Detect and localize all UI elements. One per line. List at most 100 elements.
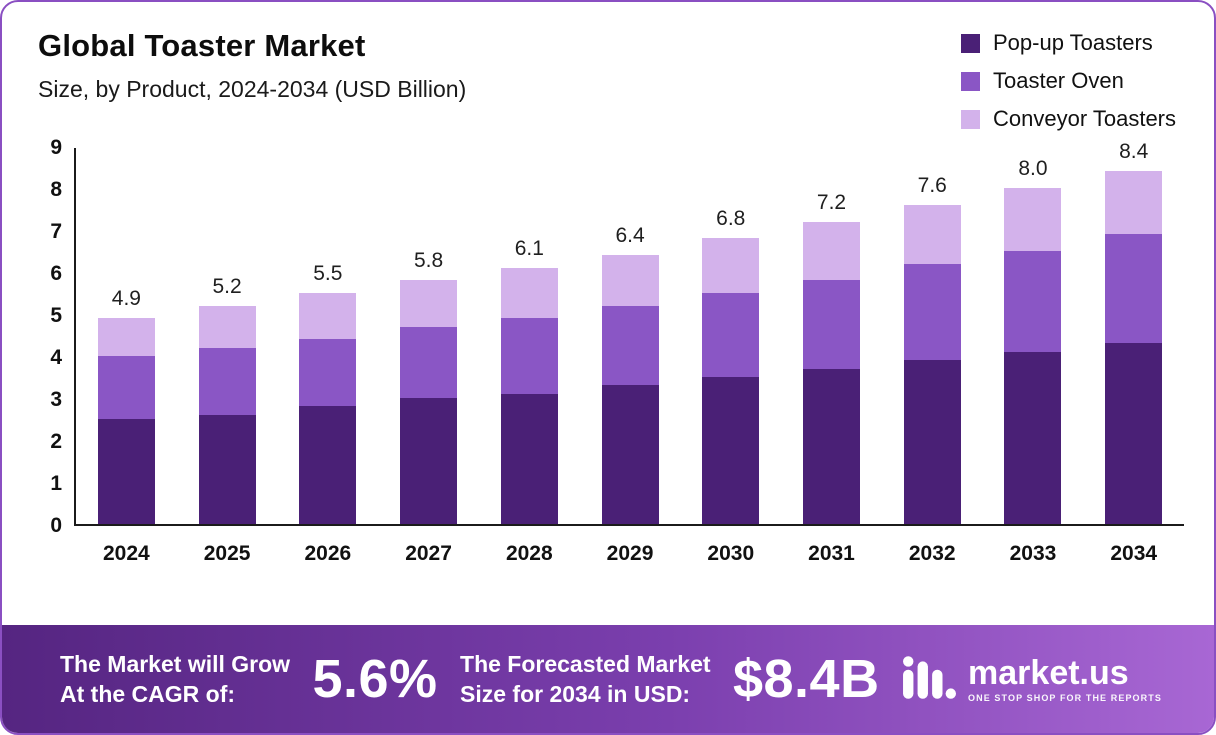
title-block: Global Toaster Market Size, by Product, … <box>38 28 466 103</box>
bar-total-label: 5.8 <box>413 249 444 273</box>
brand-texts: market.us One Stop Shop For The Reports <box>968 656 1162 703</box>
bar-total-label: 6.4 <box>615 224 645 248</box>
brand-block: market.us One Stop Shop For The Reports <box>902 653 1162 706</box>
bar-segment-pop-up-toasters <box>903 360 961 524</box>
bar-total-label: 7.2 <box>816 190 847 214</box>
bar-segment-toaster-oven <box>702 293 760 377</box>
forecast-value: $8.4B <box>732 649 880 709</box>
bar-column-2031: 7.2 <box>781 148 882 524</box>
y-axis: 0 1 2 3 4 5 6 7 8 9 <box>32 136 74 537</box>
stacked-bar-chart: 0 1 2 3 4 5 6 7 8 9 4.9 5.2 5.5 5.8 6.1 6.4 6.8 7.2 7.6 8.… <box>32 136 1184 566</box>
bar-segment-conveyor-toasters <box>803 221 860 281</box>
chart-legend: Pop-up Toasters Toaster Oven Conveyor To… <box>960 28 1176 132</box>
x-tick-label: 2034 <box>1110 542 1158 565</box>
y-tick-label: 8 <box>50 178 62 201</box>
bar-segment-toaster-oven <box>903 263 961 361</box>
bar-segment-toaster-oven <box>803 280 860 369</box>
y-tick-label: 1 <box>50 472 62 495</box>
x-tick-label: 2027 <box>405 542 452 565</box>
bar-stack <box>97 318 155 524</box>
bar-total-label: 6.8 <box>716 207 746 231</box>
x-tick-label: 2030 <box>707 542 755 565</box>
legend-item-popup-toasters: Pop-up Toasters <box>960 30 1176 56</box>
x-tick-label: 2025 <box>203 542 251 565</box>
bar-segment-conveyor-toasters <box>903 204 961 264</box>
cagr-label-line2: At the CAGR of: <box>60 681 236 707</box>
bar-stack <box>1105 171 1163 524</box>
y-tick-label: 4 <box>50 346 62 369</box>
x-tick-label: 2026 <box>304 542 352 565</box>
bar-segment-toaster-oven <box>500 318 558 394</box>
footer-banner: The Market will Grow At the CAGR of: 5.6… <box>2 625 1214 733</box>
bar-segment-conveyor-toasters <box>601 255 659 306</box>
bar-segment-pop-up-toasters <box>198 414 256 524</box>
cagr-label-line1: The Market will Grow <box>60 651 291 677</box>
bar-segment-conveyor-toasters <box>500 267 558 319</box>
bar-column-2030: 6.8 <box>680 148 781 524</box>
bar-segment-conveyor-toasters <box>97 318 155 356</box>
bar-total-label: 7.6 <box>917 173 947 197</box>
plot-area: 4.9 5.2 5.5 5.8 6.1 6.4 6.8 7.2 7.6 8.0 8.4 2024 20… <box>74 140 1184 566</box>
plot-bars: 4.9 5.2 5.5 5.8 6.1 6.4 6.8 7.2 7.6 8.0 8.4 <box>74 140 1184 526</box>
bar-segment-pop-up-toasters <box>500 393 558 524</box>
x-tick-label: 2028 <box>505 542 553 565</box>
legend-item-conveyor-toasters: Conveyor Toasters <box>960 106 1176 132</box>
bar-segment-conveyor-toasters <box>1004 188 1062 252</box>
bar-stack <box>702 238 760 524</box>
bar-stack <box>601 255 659 524</box>
bar-total-label: 8.4 <box>1119 140 1149 164</box>
legend-label: Conveyor Toasters <box>992 106 1176 131</box>
bar-segment-toaster-oven <box>1004 251 1062 352</box>
x-tick-label: 2029 <box>606 542 654 565</box>
y-tick-label: 9 <box>50 136 62 159</box>
y-tick-label: 7 <box>50 220 62 243</box>
bar-column-2024: 4.9 <box>76 148 177 524</box>
bar-stack <box>500 267 558 524</box>
forecast-label: The Forecasted Market Size for 2034 in U… <box>460 649 711 709</box>
bar-segment-pop-up-toasters <box>97 419 155 524</box>
bar-segment-pop-up-toasters <box>702 377 760 524</box>
cagr-label: The Market will Grow At the CAGR of: <box>60 649 290 709</box>
bar-segment-pop-up-toasters <box>400 398 458 524</box>
x-tick-label: 2024 <box>103 542 150 565</box>
bar-segment-conveyor-toasters <box>1105 171 1163 235</box>
x-tick-label: 2032 <box>908 542 956 565</box>
bar-total-label: 5.2 <box>212 274 242 298</box>
page-title: Global Toaster Market <box>38 28 366 63</box>
bar-segment-pop-up-toasters <box>803 368 860 524</box>
bar-segment-toaster-oven <box>97 356 155 419</box>
bar-segment-pop-up-toasters <box>601 385 659 524</box>
bar-total-label: 5.5 <box>313 262 343 286</box>
bar-column-2028: 6.1 <box>479 148 580 524</box>
brand-name: market.us <box>968 653 1129 692</box>
x-tick-label: 2031 <box>808 542 855 565</box>
x-tick-label: 2033 <box>1009 542 1057 565</box>
bar-stack <box>198 305 256 524</box>
legend-swatch-toaster-oven-icon <box>960 71 980 91</box>
y-tick-label: 3 <box>50 388 62 411</box>
legend-label: Toaster Oven <box>992 68 1124 93</box>
bar-column-2026: 5.5 <box>277 148 378 524</box>
forecast-label-line1: The Forecasted Market <box>460 651 711 677</box>
bar-segment-toaster-oven <box>1105 234 1163 344</box>
cagr-value: 5.6% <box>312 649 438 709</box>
legend-item-toaster-oven: Toaster Oven <box>960 68 1176 94</box>
bar-stack <box>1004 188 1062 524</box>
market-us-logo-icon <box>902 653 957 706</box>
y-tick-label: 0 <box>50 514 62 537</box>
bar-total-label: 4.9 <box>111 287 141 311</box>
bar-segment-toaster-oven <box>601 305 659 386</box>
bar-column-2029: 6.4 <box>580 148 681 524</box>
bar-stack <box>400 280 458 524</box>
legend-swatch-conveyor-toasters-icon <box>960 109 980 129</box>
bar-column-2032: 7.6 <box>882 148 983 524</box>
chart-header: Global Toaster Market Size, by Product, … <box>2 2 1214 132</box>
bar-segment-conveyor-toasters <box>702 238 760 293</box>
bar-stack <box>299 293 357 524</box>
bar-segment-conveyor-toasters <box>198 305 256 348</box>
y-tick-label: 6 <box>50 262 62 285</box>
legend-label: Pop-up Toasters <box>992 30 1153 55</box>
x-axis-labels: 2024 2025 2026 2027 2028 2029 2030 2031 2032 2033… <box>76 526 1184 566</box>
bar-column-2027: 5.8 <box>378 148 479 524</box>
